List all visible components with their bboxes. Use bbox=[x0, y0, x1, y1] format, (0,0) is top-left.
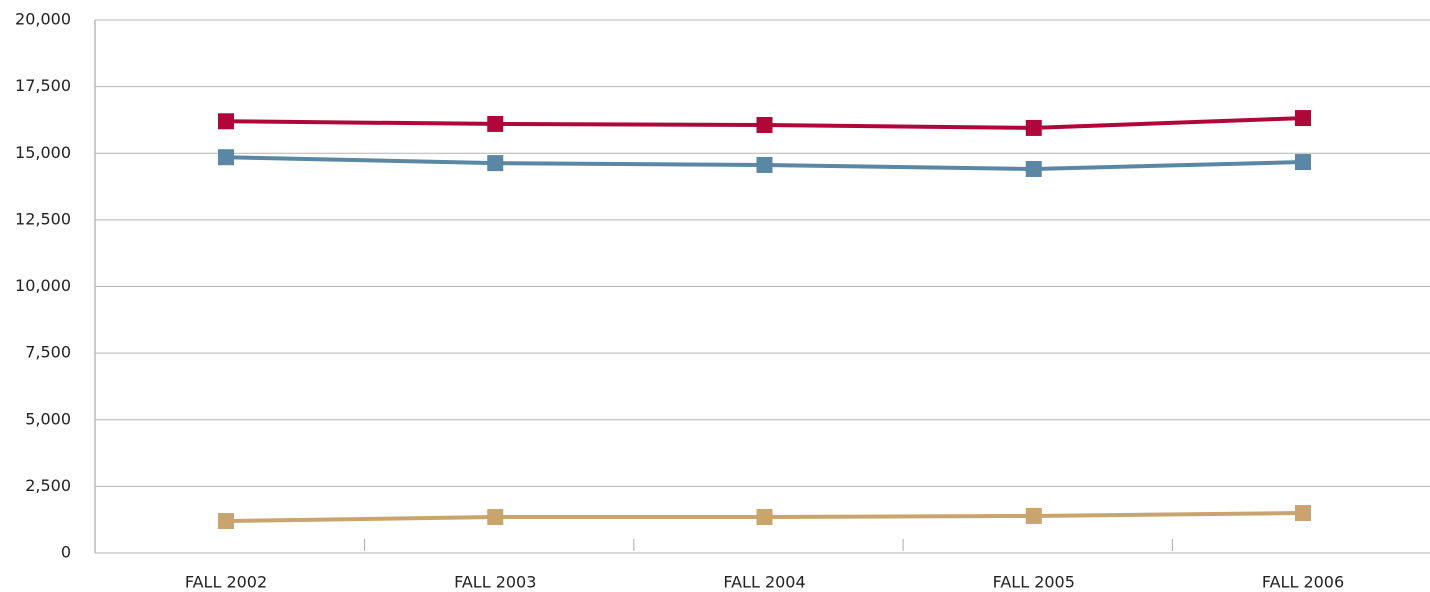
series-marker bbox=[1295, 110, 1311, 127]
series-marker bbox=[1295, 154, 1311, 171]
x-tick-label: FALL 2004 bbox=[723, 573, 805, 592]
x-tick-label: FALL 2005 bbox=[993, 573, 1075, 592]
series-marker bbox=[218, 149, 234, 166]
y-tick-label: 2,500 bbox=[25, 476, 71, 495]
y-tick-label: 17,500 bbox=[15, 76, 71, 95]
y-tick-label: 12,500 bbox=[15, 209, 71, 228]
y-tick-label: 7,500 bbox=[25, 343, 71, 362]
x-tick-label: FALL 2002 bbox=[185, 573, 267, 592]
series-marker bbox=[1295, 505, 1311, 522]
series-marker bbox=[487, 509, 504, 526]
series-marker bbox=[756, 509, 773, 526]
y-tick-label: 15,000 bbox=[15, 143, 71, 162]
series-marker bbox=[487, 155, 504, 172]
series-marker bbox=[756, 156, 773, 173]
series-marker bbox=[487, 115, 504, 132]
series-marker bbox=[218, 113, 234, 130]
series-marker bbox=[756, 117, 773, 134]
x-tick-label: FALL 2006 bbox=[1262, 573, 1344, 592]
y-tick-label: 10,000 bbox=[15, 276, 71, 295]
series-marker bbox=[1025, 507, 1042, 524]
series-marker bbox=[1025, 119, 1042, 136]
y-tick-label: 0 bbox=[61, 543, 71, 562]
series-marker bbox=[218, 513, 234, 530]
x-tick-label: FALL 2003 bbox=[454, 573, 536, 592]
y-tick-label: 20,000 bbox=[15, 10, 71, 29]
y-tick-label: 5,000 bbox=[25, 409, 71, 428]
series-marker bbox=[1025, 160, 1042, 177]
